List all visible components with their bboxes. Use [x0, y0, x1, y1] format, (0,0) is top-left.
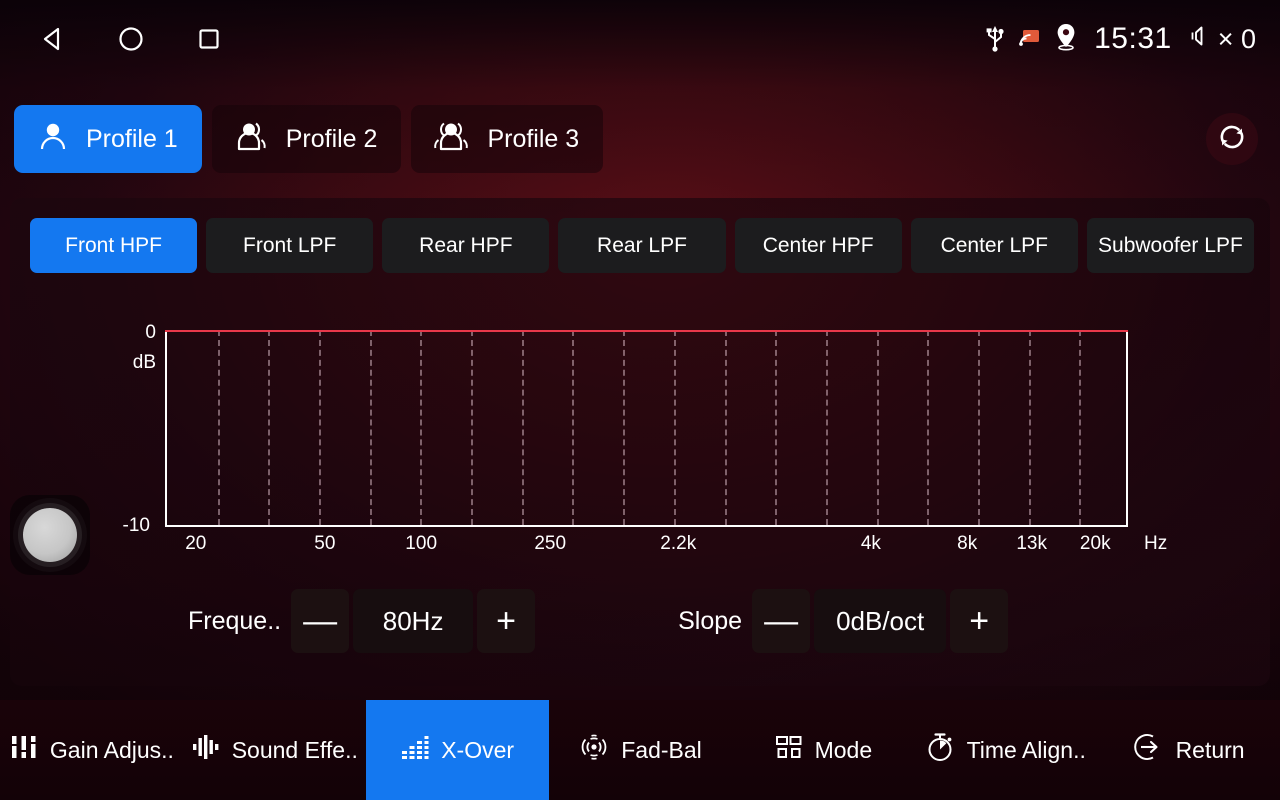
frequency-decrement-button[interactable]: —	[291, 589, 350, 653]
crossover-bars-icon	[400, 732, 430, 768]
slope-decrement-button[interactable]: —	[752, 589, 811, 653]
filter-tab-center-lpf[interactable]: Center LPF	[910, 218, 1078, 273]
volume-level: × 0	[1217, 23, 1256, 54]
profile-tab-2-label: Profile 2	[285, 124, 378, 153]
knob-dot	[23, 508, 77, 562]
recents-icon[interactable]	[194, 24, 224, 54]
profile-tab-1[interactable]: Profile 1	[14, 105, 202, 173]
three-people-icon	[433, 119, 471, 160]
nav-item-return-label: Return	[1175, 736, 1245, 763]
nav-item-fad-bal-label: Fad-Bal	[621, 736, 702, 763]
profile-tab-2[interactable]: Profile 2	[211, 105, 402, 173]
status-bar: 15:31 × 0	[0, 0, 1280, 78]
mode-grid-icon	[774, 732, 804, 768]
nav-item-time-align[interactable]: Time Align..	[914, 700, 1097, 800]
status-indicators: 15:31 × 0	[983, 22, 1280, 57]
profile-tab-1-label: Profile 1	[86, 124, 178, 153]
bottom-navigation: Gain Adjus.. Sound Effe..	[0, 700, 1280, 800]
fade-balance-icon	[578, 731, 610, 769]
frequency-value[interactable]: 80Hz	[353, 589, 474, 653]
nav-item-gain-adjust[interactable]: Gain Adjus..	[0, 700, 183, 800]
filter-tabs: Front HPF Front LPF Rear HPF Rear LPF Ce…	[30, 218, 1254, 273]
filter-tab-front-hpf[interactable]: Front HPF	[30, 218, 198, 273]
filter-tab-center-hpf[interactable]: Center HPF	[734, 218, 902, 273]
location-icon	[1053, 22, 1079, 57]
profile-tab-3-label: Profile 3	[487, 124, 580, 153]
two-people-icon	[234, 119, 270, 160]
arrow-right-circle-icon	[1133, 731, 1165, 769]
frequency-control: Freque.. — 80Hz +	[188, 589, 536, 653]
filter-tab-front-lpf[interactable]: Front LPF	[206, 218, 374, 273]
home-icon[interactable]	[116, 24, 146, 54]
assistive-touch-knob[interactable]	[10, 495, 90, 575]
crossover-panel: Front HPF Front LPF Rear HPF Rear LPF Ce…	[10, 198, 1270, 686]
system-navigation	[0, 24, 224, 54]
nav-item-x-over-label: X-Over	[441, 736, 515, 763]
person-icon	[36, 119, 70, 160]
equalizer-bars-icon	[191, 732, 221, 768]
nav-item-sound-effect[interactable]: Sound Effe..	[183, 700, 366, 800]
nav-item-sound-effect-label: Sound Effe..	[231, 736, 358, 763]
sliders-icon	[9, 732, 39, 768]
nav-item-mode[interactable]: Mode	[731, 700, 914, 800]
profile-tabs: Profile 1 Profile 2	[0, 104, 1280, 174]
frequency-increment-button[interactable]: +	[477, 589, 536, 653]
slope-control: Slope — 0dB/oct +	[678, 589, 1009, 653]
nav-item-gain-adjust-label: Gain Adjus..	[49, 736, 174, 763]
parameter-controls: Freque.. — 80Hz + Slope — 0dB/oct +	[0, 588, 1280, 654]
nav-item-time-align-label: Time Align..	[966, 736, 1086, 763]
volume-indicator: × 0	[1189, 23, 1256, 56]
status-clock: 15:31	[1094, 22, 1172, 55]
nav-item-mode-label: Mode	[814, 736, 873, 763]
back-icon[interactable]	[38, 24, 68, 54]
filter-tab-rear-hpf[interactable]: Rear HPF	[382, 218, 550, 273]
cast-icon	[1018, 26, 1042, 53]
nav-item-return[interactable]: Return	[1097, 700, 1280, 800]
nav-item-x-over[interactable]: X-Over	[365, 700, 549, 800]
nav-item-fad-bal[interactable]: Fad-Bal	[549, 700, 732, 800]
frequency-label: Freque..	[188, 606, 282, 635]
filter-tab-subwoofer-lpf[interactable]: Subwoofer LPF	[1086, 218, 1254, 273]
volume-mute-icon	[1189, 23, 1215, 56]
filter-tab-rear-lpf[interactable]: Rear LPF	[558, 218, 726, 273]
slope-increment-button[interactable]: +	[950, 589, 1009, 653]
profile-tab-3[interactable]: Profile 3	[411, 105, 604, 173]
slope-label: Slope	[678, 606, 743, 635]
reset-button[interactable]	[1206, 113, 1258, 165]
slope-value[interactable]: 0dB/oct	[814, 589, 947, 653]
reset-refresh-icon	[1216, 121, 1248, 158]
stopwatch-icon	[926, 731, 956, 769]
usb-icon	[983, 22, 1007, 57]
